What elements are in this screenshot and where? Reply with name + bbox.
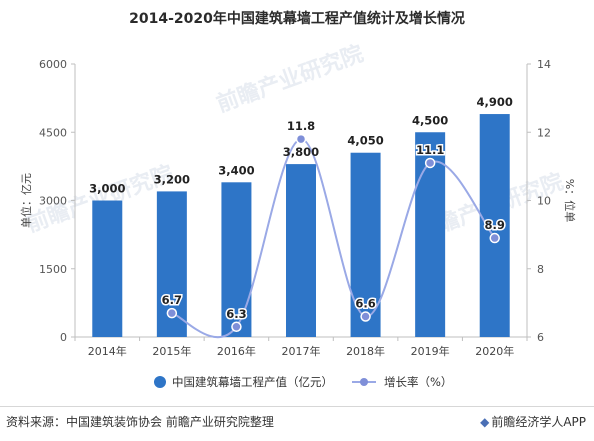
legend-line-label: 增长率（%） [384, 375, 452, 389]
bar [479, 114, 510, 337]
brand: ◆ 前瞻经济学人APP [480, 413, 586, 430]
bar-value-label: 3,200 [154, 172, 190, 186]
y-tick-label-right: 6 [537, 331, 544, 344]
y-tick-label-right: 12 [537, 126, 551, 139]
growth-rate-point [489, 232, 500, 244]
growth-rate-point [360, 311, 371, 322]
chart-title: 2014-2020年中国建筑幕墙工程产值统计及增长情况 [129, 11, 465, 27]
growth-rate-label: 8.9 [485, 218, 505, 232]
y-tick-label-left: 4500 [39, 126, 67, 139]
y-axis-title-right: %：位单 [563, 179, 577, 222]
growth-rate-label: 6.7 [162, 293, 182, 307]
legend-line-point [360, 378, 368, 386]
tag-icon: ◆ [480, 415, 490, 429]
x-tick-label: 2014年 [88, 344, 127, 358]
x-tick-label: 2015年 [152, 344, 191, 358]
bar-value-label: 4,900 [477, 95, 513, 109]
x-tick-label: 2018年 [346, 344, 385, 358]
growth-rate-point [166, 307, 178, 319]
y-axis-title-left: 单位：亿元 [19, 173, 33, 228]
bar [286, 164, 316, 337]
brand-text: 前瞻经济学人APP [491, 415, 586, 429]
bar [221, 182, 252, 337]
growth-rate-point [424, 157, 436, 169]
footer: 资料来源：中国建筑装饰协会 前瞻产业研究院整理 ◆ 前瞻经济学人APP [0, 406, 594, 433]
y-tick-label-left: 3000 [39, 195, 67, 208]
growth-rate-point [295, 133, 307, 145]
x-tick-label: 2017年 [282, 344, 321, 358]
y-tick-label-left: 1500 [39, 263, 67, 276]
growth-rate-label: 6.3 [226, 307, 246, 321]
growth-rate-point [231, 321, 242, 333]
bar-value-label: 4,500 [412, 113, 448, 127]
y-tick-label-right: 8 [537, 263, 544, 276]
y-tick-label-left: 6000 [39, 58, 67, 71]
bar-value-label: 3,000 [89, 182, 125, 196]
watermark: 前瞻产业研究院 [213, 41, 367, 118]
x-tick-label: 2020年 [475, 344, 514, 358]
bar-value-label: 3,400 [218, 163, 254, 177]
legend-bar-marker [154, 376, 166, 388]
bar-value-label: 4,050 [347, 134, 383, 148]
y-tick-label-right: 14 [537, 58, 551, 71]
y-tick-label-right: 10 [537, 195, 551, 208]
bar [92, 200, 123, 337]
legend-bar-label: 中国建筑幕墙工程产值（亿元） [172, 375, 333, 389]
y-tick-label-left: 0 [60, 331, 67, 344]
x-tick-label: 2016年 [217, 344, 256, 358]
growth-rate-label: 11.1 [416, 143, 444, 157]
growth-rate-label: 6.6 [355, 297, 375, 311]
growth-rate-label: 11.8 [287, 119, 315, 133]
bar [350, 152, 381, 337]
bar-value-label: 3,800 [283, 145, 319, 159]
x-tick-label: 2019年 [411, 344, 450, 358]
source-text: 资料来源：中国建筑装饰协会 前瞻产业研究院整理 [6, 415, 274, 429]
